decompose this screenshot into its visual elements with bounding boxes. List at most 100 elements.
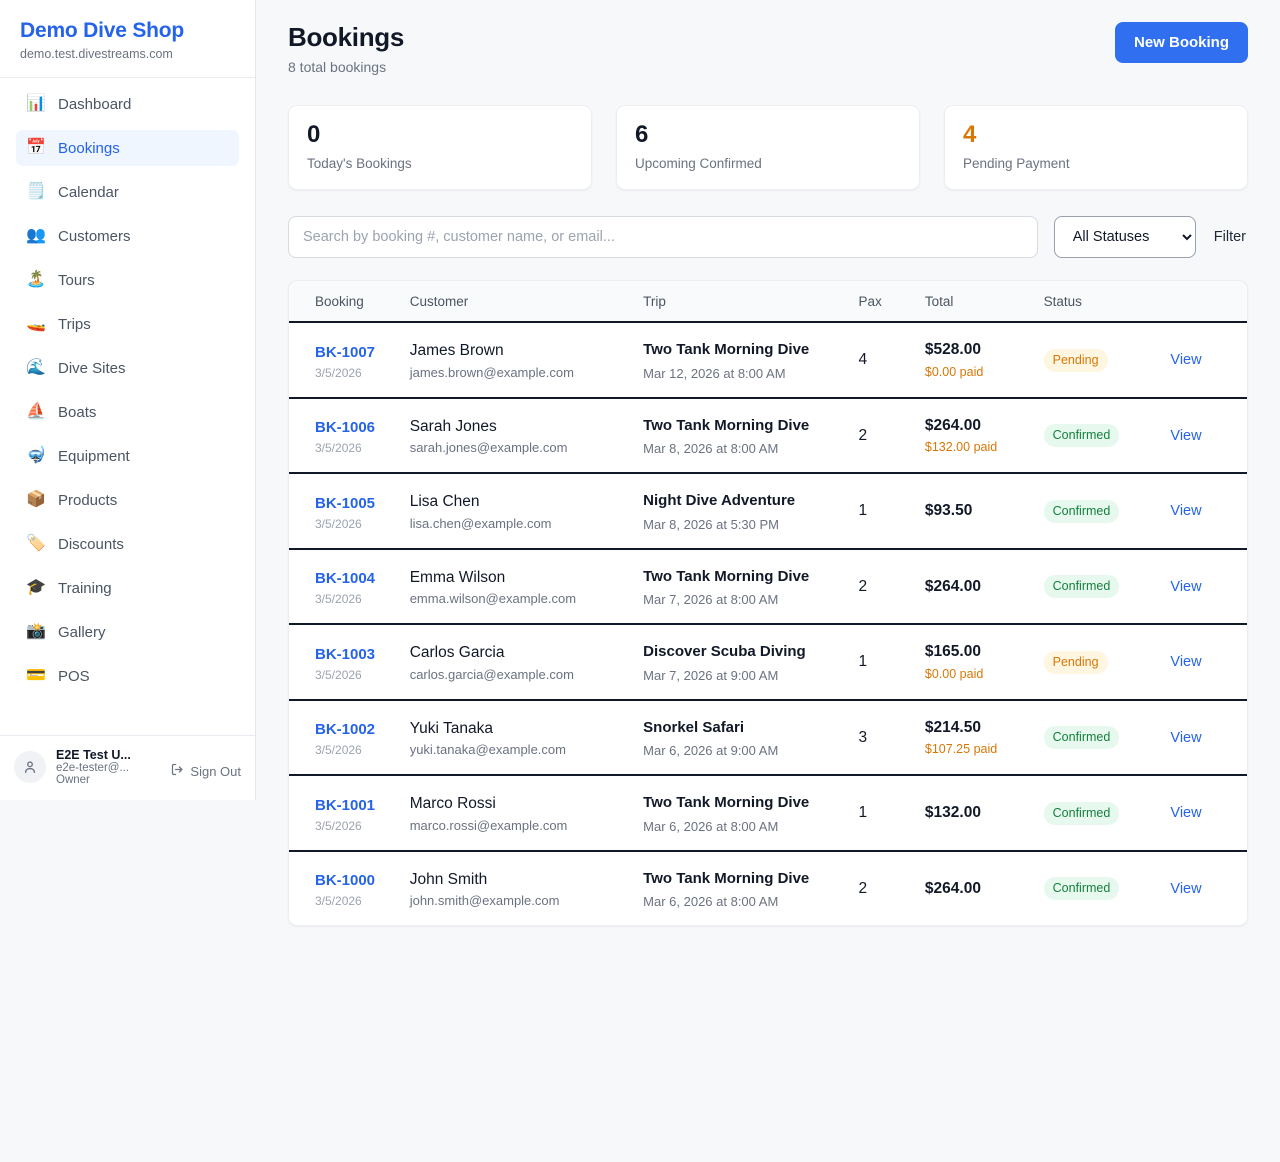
sidebar-item-bookings[interactable]: 📅 Bookings: [16, 130, 239, 167]
discounts-icon: 🏷️: [26, 535, 46, 553]
cell-total: $214.50 $107.25 paid: [916, 699, 1036, 777]
cell-trip: Two Tank Morning Dive Mar 7, 2026 at 8:00…: [635, 548, 851, 626]
booking-id-link[interactable]: BK-1004: [315, 570, 376, 588]
cell-pax: 3: [850, 699, 917, 777]
view-link[interactable]: View: [1170, 352, 1202, 369]
customer-email: sarah.jones@example.com: [409, 440, 568, 456]
cell-trip: Snorkel Safari Mar 6, 2026 at 9:00 AM: [635, 699, 851, 777]
booking-id-link[interactable]: BK-1002: [315, 721, 376, 739]
view-link[interactable]: View: [1170, 805, 1202, 822]
booking-id-link[interactable]: BK-1007: [315, 343, 376, 361]
cell-booking: BK-1005 3/5/2026: [289, 473, 402, 550]
booking-id-link[interactable]: BK-1003: [315, 645, 376, 663]
cell-pax: 1: [850, 473, 917, 550]
booking-id-link[interactable]: BK-1001: [315, 796, 376, 814]
sidebar-item-products[interactable]: 📦 Products: [16, 482, 239, 518]
filter-button[interactable]: Filter: [1212, 225, 1248, 249]
sidebar-item-pos[interactable]: 💳 POS: [16, 658, 239, 694]
brand-domain: demo.test.divestreams.com: [20, 47, 173, 62]
customer-email: emma.wilson@example.com: [409, 591, 577, 607]
trip-date: Mar 6, 2026 at 8:00 AM: [643, 894, 779, 910]
view-link[interactable]: View: [1170, 427, 1202, 444]
trip-name: Snorkel Safari: [643, 718, 745, 736]
total-amount: $165.00: [924, 643, 981, 661]
amount-paid: $0.00 paid: [924, 666, 984, 681]
main-content: Bookings 8 total bookings New Booking 0 T…: [256, 0, 1280, 1162]
search-input[interactable]: [288, 216, 1038, 259]
cell-booking: BK-1002 3/5/2026: [289, 699, 402, 777]
cell-action: View: [1162, 699, 1247, 777]
gallery-icon: 📸: [26, 623, 46, 641]
sidebar-item-calendar[interactable]: 🗒️ Calendar: [16, 174, 239, 210]
total-amount: $264.00: [924, 879, 981, 897]
user-profile[interactable]: E2E Test U... e2e-tester@... Owner Sign …: [0, 735, 255, 800]
new-booking-button[interactable]: New Booking: [1114, 22, 1248, 63]
col-customer: Customer: [401, 281, 636, 324]
total-amount: $528.00: [924, 341, 981, 359]
trip-name: Two Tank Morning Dive: [643, 869, 810, 887]
cell-action: View: [1162, 322, 1247, 399]
customer-name: Carlos Garcia: [409, 644, 505, 662]
view-link[interactable]: View: [1170, 578, 1202, 595]
status-badge: Pending: [1043, 650, 1108, 674]
table-row: BK-1001 3/5/2026 Marco Rossi marco.rossi@ex…: [289, 775, 1247, 852]
cell-customer: John Smith john.smith@example.com: [402, 851, 635, 926]
stat-card: 4 Pending Payment: [944, 105, 1248, 191]
booking-id-link[interactable]: BK-1005: [315, 494, 376, 512]
sidebar-item-dashboard[interactable]: 📊 Dashboard: [16, 86, 239, 122]
sidebar-item-training[interactable]: 🎓 Training: [16, 570, 239, 606]
bookings-table-card: Booking Customer Trip Pax Total Status B…: [288, 280, 1248, 927]
total-amount: $93.50: [924, 502, 973, 520]
sidebar-item-gallery[interactable]: 📸 Gallery: [16, 614, 239, 650]
sidebar-item-label: Discounts: [58, 535, 124, 553]
cell-status: Pending: [1035, 624, 1163, 701]
sidebar-item-dive-sites[interactable]: 🌊 Dive Sites: [16, 350, 239, 386]
sidebar-item-tours[interactable]: 🏝️ Tours: [16, 262, 239, 298]
trip-name: Two Tank Morning Dive: [643, 341, 810, 359]
trip-name: Two Tank Morning Dive: [643, 567, 810, 585]
booking-date: 3/5/2026: [315, 818, 362, 833]
page-subtitle: 8 total bookings: [288, 59, 387, 75]
cell-customer: Yuki Tanaka yuki.tanaka@example.com: [401, 699, 636, 777]
view-link[interactable]: View: [1170, 729, 1202, 746]
cell-action: View: [1162, 548, 1247, 626]
view-link[interactable]: View: [1170, 654, 1202, 671]
booking-id-link[interactable]: BK-1000: [315, 872, 376, 890]
page-header: Bookings 8 total bookings New Booking: [288, 22, 1248, 75]
sidebar-item-trips[interactable]: 🚤 Trips: [16, 306, 239, 342]
col-pax: Pax: [850, 281, 917, 324]
total-amount: $264.00: [924, 416, 981, 434]
view-link[interactable]: View: [1170, 880, 1202, 897]
total-amount: $264.00: [924, 577, 981, 595]
stat-value: 0: [307, 121, 321, 148]
sidebar-item-label: Training: [58, 579, 112, 597]
cell-status: Confirmed: [1035, 699, 1163, 777]
cell-customer: Lisa Chen lisa.chen@example.com: [401, 473, 636, 550]
sidebar-item-discounts[interactable]: 🏷️ Discounts: [16, 526, 239, 562]
booking-id-link[interactable]: BK-1006: [315, 419, 376, 437]
total-amount: $132.00: [924, 804, 981, 822]
sidebar-nav: 📊 Dashboard 📅 Bookings 🗒️ Calendar 👥 Customers 🏝…: [0, 78, 255, 735]
table-row: BK-1006 3/5/2026 Sarah Jones sarah.jones@ex…: [289, 397, 1247, 475]
sidebar-item-equipment[interactable]: 🤿 Equipment: [16, 438, 239, 474]
sidebar-item-customers[interactable]: 👥 Customers: [16, 218, 239, 254]
stat-label: Upcoming Confirmed: [635, 156, 762, 172]
page-title: Bookings: [288, 22, 405, 52]
sidebar-item-label: Bookings: [58, 139, 120, 157]
table-row: BK-1004 3/5/2026 Emma Wilson emma.wilson@ex…: [289, 548, 1247, 626]
cell-status: Confirmed: [1035, 473, 1163, 550]
table-header-row: Booking Customer Trip Pax Total Status: [289, 281, 1247, 324]
table-body: BK-1007 3/5/2026 James Brown james.brown@ex…: [289, 322, 1247, 925]
view-link[interactable]: View: [1170, 503, 1202, 520]
table-row: BK-1003 3/5/2026 Carlos Garcia carlos.garci…: [289, 624, 1247, 701]
status-filter-select[interactable]: All Statuses: [1053, 216, 1196, 259]
cell-booking: BK-1003 3/5/2026: [289, 624, 402, 701]
trip-name: Two Tank Morning Dive: [643, 794, 810, 812]
customers-icon: 👥: [26, 227, 46, 245]
sidebar-item-boats[interactable]: ⛵ Boats: [16, 394, 239, 430]
status-badge: Confirmed: [1043, 575, 1120, 599]
sign-out-button[interactable]: Sign Out: [170, 762, 241, 780]
customer-name: Lisa Chen: [409, 493, 480, 511]
col-total: Total: [916, 281, 1036, 324]
sidebar-item-label: Dashboard: [58, 95, 132, 113]
